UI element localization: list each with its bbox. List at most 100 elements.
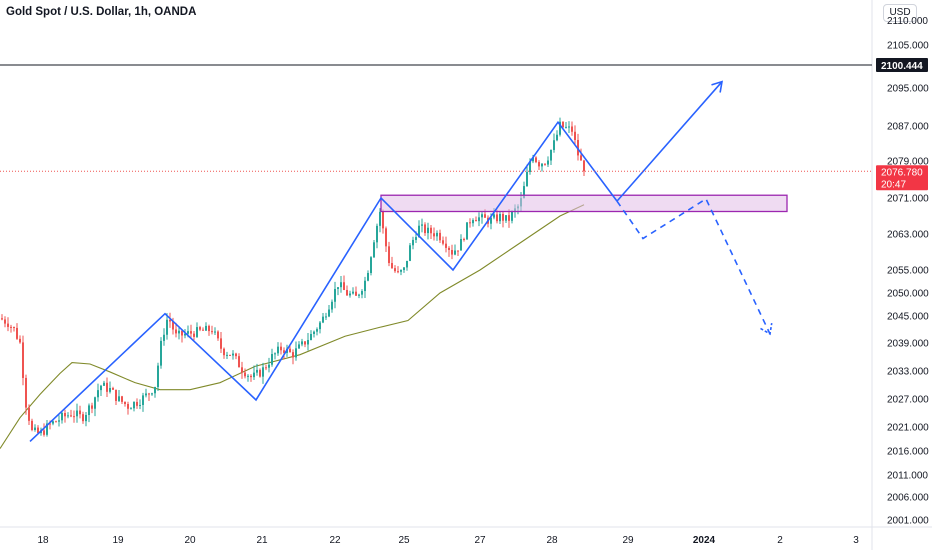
candle-body xyxy=(340,282,342,288)
candle-body xyxy=(220,338,222,349)
candle-body xyxy=(307,340,309,345)
candle-body xyxy=(478,217,480,222)
candle-body xyxy=(466,222,468,240)
candle-body xyxy=(76,410,78,417)
candle-body xyxy=(109,388,111,392)
candle-body xyxy=(175,329,177,334)
bearish-arrowhead xyxy=(760,323,773,336)
candle-body xyxy=(31,420,33,430)
candle-body xyxy=(169,319,171,322)
candle-body xyxy=(535,157,537,163)
price-tick-label: 2087.000 xyxy=(887,122,929,133)
candle-body xyxy=(139,404,141,406)
price-tick-label: 2021.000 xyxy=(887,423,929,434)
bullish-projection-arrow xyxy=(616,81,723,202)
candle-body xyxy=(223,348,225,356)
candle-body xyxy=(292,352,294,358)
candle-body xyxy=(262,367,264,377)
candle-body xyxy=(367,273,369,281)
price-tick-label: 2033.000 xyxy=(887,367,929,378)
candle-body xyxy=(70,415,72,417)
candle-body xyxy=(181,330,183,336)
bar-countdown-label: 20:47 xyxy=(881,179,906,190)
candle-body xyxy=(16,327,18,339)
candle-body xyxy=(145,393,147,396)
candle-body xyxy=(166,319,168,335)
candle-body xyxy=(163,334,165,341)
candle-body xyxy=(187,331,189,334)
candle-body xyxy=(103,382,105,386)
candle-body xyxy=(253,372,255,378)
candle-body xyxy=(184,333,186,336)
candle-body xyxy=(550,149,552,161)
candle-body xyxy=(421,224,423,226)
candle-body xyxy=(259,369,261,377)
candle-body xyxy=(388,246,390,264)
candle-body xyxy=(124,401,126,405)
candle-body xyxy=(241,367,243,373)
time-tick-label: 3 xyxy=(853,535,859,546)
candle-body xyxy=(127,404,129,409)
candle-body xyxy=(232,353,234,356)
candle-body xyxy=(244,372,246,377)
candle-body xyxy=(142,395,144,405)
candle-body xyxy=(235,353,237,357)
candle-body xyxy=(370,257,372,274)
candle-body xyxy=(457,250,459,252)
price-tick-label: 2063.000 xyxy=(887,230,929,241)
candle-body xyxy=(316,329,318,332)
candle-body xyxy=(280,346,282,351)
price-tick-label: 2055.000 xyxy=(887,266,929,277)
currency-button[interactable]: USD xyxy=(883,4,917,22)
time-tick-label: 28 xyxy=(546,535,558,546)
candle-body xyxy=(130,408,132,410)
candle-body xyxy=(37,427,39,434)
time-tick-label: 22 xyxy=(329,535,341,546)
candle-body xyxy=(271,354,273,365)
candle-body xyxy=(379,211,381,226)
candle-body xyxy=(49,423,51,425)
candle-body xyxy=(460,238,462,251)
bearish-projection-path xyxy=(616,197,771,335)
candle-body xyxy=(415,237,417,240)
candle-body xyxy=(499,213,501,222)
candle-body xyxy=(229,354,231,356)
price-tick-label: 2079.000 xyxy=(887,157,929,168)
candle-body xyxy=(52,421,54,424)
price-tick-label: 2016.000 xyxy=(887,447,929,458)
candle-body xyxy=(511,211,513,221)
candle-body xyxy=(118,396,120,401)
last-price-label: 2076.780 xyxy=(881,167,923,178)
candle-body xyxy=(61,412,63,421)
candle-body xyxy=(22,342,24,378)
candle-body xyxy=(436,232,438,237)
price-axis[interactable]: 2110.000 2105.000 2095.000 2087.000 2079.000… xyxy=(876,16,929,527)
candle-body xyxy=(529,161,531,172)
candle-body xyxy=(400,269,402,272)
time-tick-label: 29 xyxy=(622,535,634,546)
candle-body xyxy=(397,271,399,273)
price-tick-label: 2045.000 xyxy=(887,312,929,323)
candle-body xyxy=(283,350,285,353)
candle-body xyxy=(1,318,3,320)
price-tick-label: 2001.000 xyxy=(887,516,929,527)
candle-body xyxy=(412,239,414,246)
candle-body xyxy=(136,401,138,406)
candle-body xyxy=(391,263,393,269)
candle-body xyxy=(214,331,216,333)
candle-body xyxy=(88,405,90,415)
time-axis[interactable]: 18 19 20 21 22 25 27 28 29 2024 2 3 xyxy=(37,535,859,546)
candle-body xyxy=(409,245,411,261)
candle-body xyxy=(352,291,354,294)
candle-body xyxy=(256,369,258,373)
time-tick-label: 27 xyxy=(474,535,486,546)
candle-body xyxy=(418,225,420,238)
candle-body xyxy=(190,331,192,334)
candle-body xyxy=(334,288,336,302)
candle-body xyxy=(454,250,456,255)
candle-body xyxy=(493,214,495,218)
candle-body xyxy=(148,393,150,395)
candle-body xyxy=(343,282,345,290)
candle-body xyxy=(43,430,45,435)
